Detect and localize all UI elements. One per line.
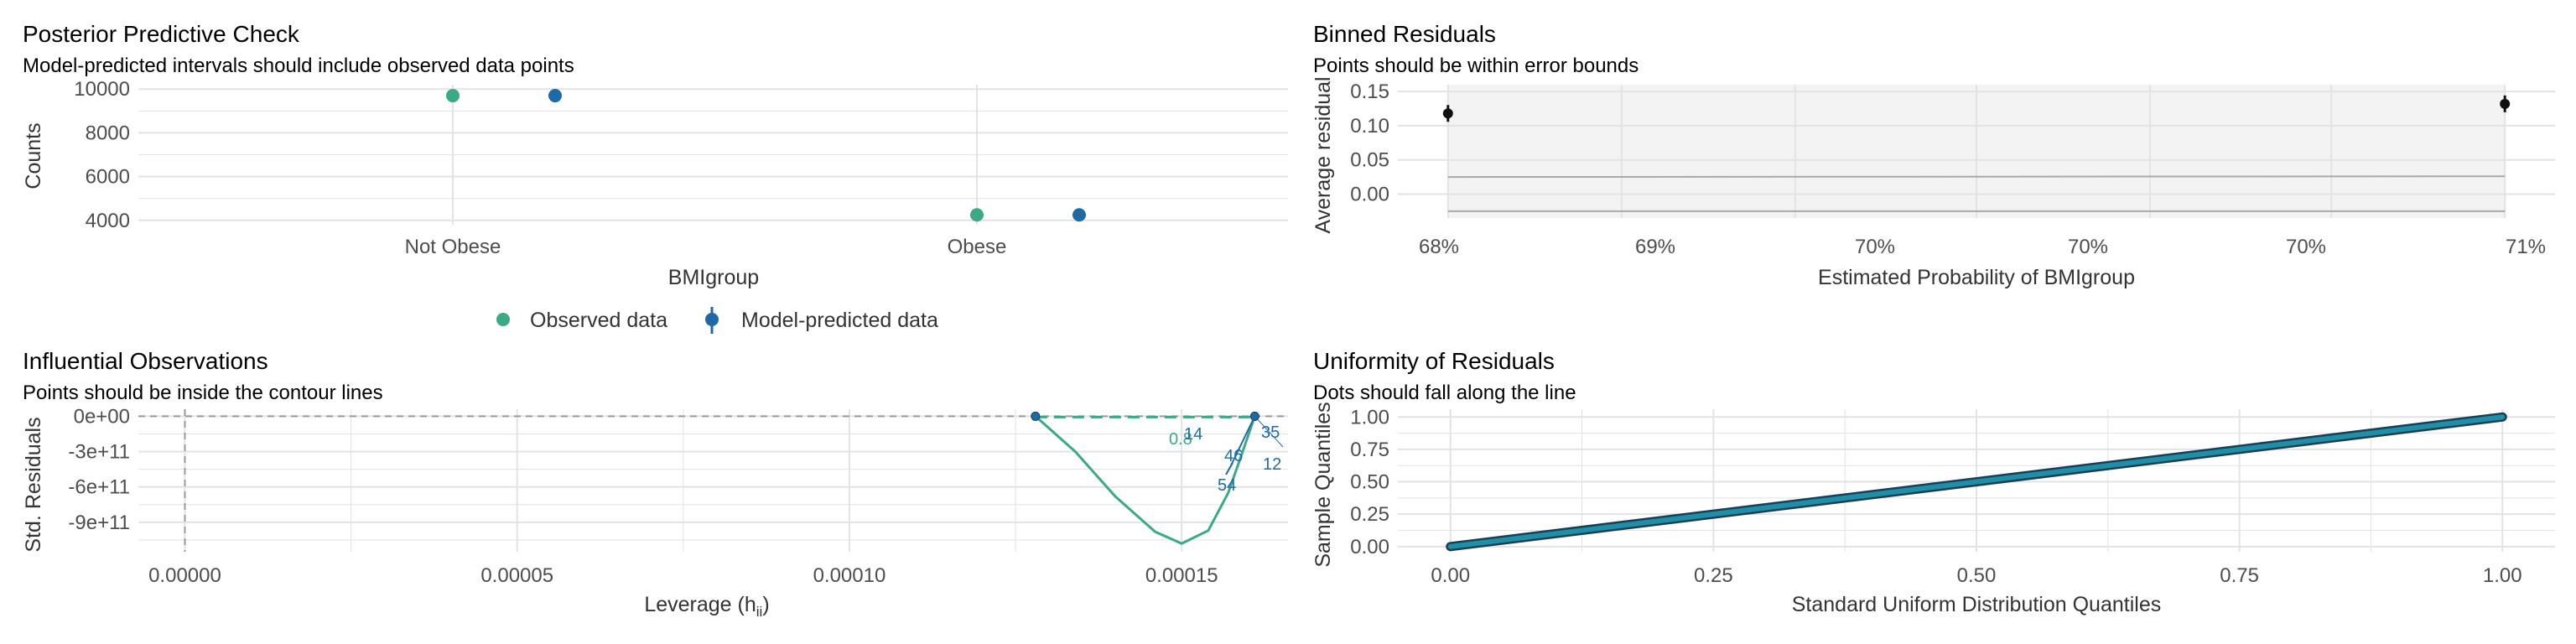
influential-tick-labels: 0.00000 0.00005 0.00010 0.00015 0e+00 -3e+11 -… [68,405,1218,587]
binned-x-tick-label: 71% [2506,236,2546,258]
ppc-tick-labels: 4000 6000 8000 10000 Not Obese Obese [74,78,1006,258]
binned-y-tick-label: 0.00 [1350,183,1389,205]
ppc-y-tick-label: 10000 [74,78,130,101]
influential-y-tick-label: 0e+00 [74,405,130,428]
ppc-xlabel: BMIgroup [668,266,759,289]
uniformity-x-tick-label: 0.25 [1694,564,1733,587]
influential-x-tick-label: 0.00010 [813,564,886,587]
uniformity-panel: Uniformity of Residuals Dots should fall… [1311,348,2555,616]
ppc-predicted-point [548,89,562,103]
influential-gridlines [138,409,1288,552]
influential-point-label: 54 [1218,476,1236,495]
binned-ylabel: Average residual [1311,76,1335,233]
ppc-y-tick-label: 6000 [86,166,130,189]
binned-x-tick-label: 70% [2286,236,2326,258]
influential-leader-line [1254,416,1284,448]
uniformity-x-tick-label: 0.00 [1431,564,1470,587]
influential-x-tick-label: 0.00015 [1145,564,1218,587]
ppc-gridlines [138,85,1288,225]
influential-x-tick-label: 0.00005 [480,564,553,587]
ppc-x-tick-label: Obese [948,236,1007,258]
ppc-y-tick-label: 8000 [86,122,130,144]
uniformity-ylabel: Sample Quantiles [1311,402,1335,567]
binned-point [1442,108,1453,119]
binned-upper-bound [1447,175,2506,179]
influential-subtitle: Points should be inside the contour line… [23,382,383,404]
binned-point [2500,98,2511,109]
influential-xlabel: Leverage (hii) [644,593,769,620]
uniformity-y-tick-label: 0.50 [1350,471,1389,494]
ppc-predicted-point [1072,208,1086,222]
binned-x-tick-label: 69% [1635,236,1675,258]
binned-x-tick-label: 68% [1419,236,1459,258]
influential-point [1031,411,1041,421]
influential-smooth-curve [1034,415,1256,545]
uniformity-x-tick-label: 0.75 [2220,564,2259,587]
binned-points [1442,95,2511,212]
uniformity-y-tick-label: 0.25 [1350,503,1389,526]
legend-observed-swatch [496,313,510,326]
influential-panel: Influential Observations Points should b… [22,348,1288,620]
influential-point-label: 46 [1224,447,1243,465]
binned-x-tick-label: 70% [1855,236,1895,258]
binned-x-tick-label: 70% [2068,236,2108,258]
uniformity-x-tick-label: 0.50 [1957,564,1997,587]
ppc-x-tick-label: Not Obese [405,236,501,258]
binned-y-tick-label: 0.10 [1350,115,1389,138]
influential-contours: 0.814 35 46 12 54 [138,409,1288,552]
influential-point-label: 35 [1261,423,1280,442]
influential-y-tick-label: -6e+11 [68,476,130,499]
ppc-title: Posterior Predictive Check [23,21,300,47]
influential-leader-line [1230,415,1256,466]
uniformity-y-tick-label: 1.00 [1350,406,1389,428]
influential-point-label: 14 [1184,425,1202,444]
uniformity-title: Uniformity of Residuals [1313,348,1555,374]
influential-point-label: 0.8 [1169,430,1192,449]
ppc-observed-point [970,208,984,222]
uniformity-tick-labels: 0.00 0.25 0.50 0.75 1.00 0.00 0.25 0.50 0.75 1.00 [1350,406,2521,587]
binned-y-tick-label: 0.15 [1350,80,1389,103]
binned-gridlines [1398,85,2555,218]
influential-y-tick-label: -3e+11 [68,441,130,464]
binned-xlabel: Estimated Probability of BMIgroup [1818,266,2135,289]
binned-tick-labels: 0.00 0.05 0.10 0.15 68% 69% 70% 70% 70% 71% [1350,80,2546,258]
ppc-observed-point [446,89,460,103]
ppc-subtitle: Model-predicted intervals should include… [23,55,574,77]
influential-y-tick-label: -9e+11 [68,512,130,534]
ppc-legend: Observed data Model-predicted data [496,307,938,334]
legend-observed-label: Observed data [530,309,667,332]
ppc-ylabel: Counts [22,122,45,189]
uniformity-x-tick-label: 1.00 [2483,564,2522,587]
binned-title: Binned Residuals [1313,21,1496,47]
ppc-panel: Posterior Predictive Check Model-predict… [22,21,1288,334]
uniformity-y-tick-label: 0.75 [1350,439,1389,461]
influential-ylabel: Std. Residuals [22,417,45,552]
uniformity-reference-line [1447,414,2506,549]
influential-title: Influential Observations [23,348,268,374]
influential-x-tick-label: 0.00000 [148,564,221,587]
influential-leader-line [1225,462,1233,475]
binned-y-tick-label: 0.05 [1350,149,1389,172]
ppc-points [446,89,1086,222]
legend-predicted-label: Model-predicted data [741,309,938,332]
uniformity-subtitle: Dots should fall along the line [1313,382,1576,404]
legend-predicted-swatch [705,313,719,326]
uniformity-y-tick-label: 0.00 [1350,536,1389,558]
influential-point-label: 12 [1263,455,1281,474]
binned-subtitle: Points should be within error bounds [1313,55,1639,77]
uniformity-line [1446,412,2507,552]
binned-panel: Binned Residuals Points should be within… [1311,21,2555,289]
ppc-y-tick-label: 4000 [86,210,130,232]
uniformity-xlabel: Standard Uniform Distribution Quantiles [1792,593,2161,616]
